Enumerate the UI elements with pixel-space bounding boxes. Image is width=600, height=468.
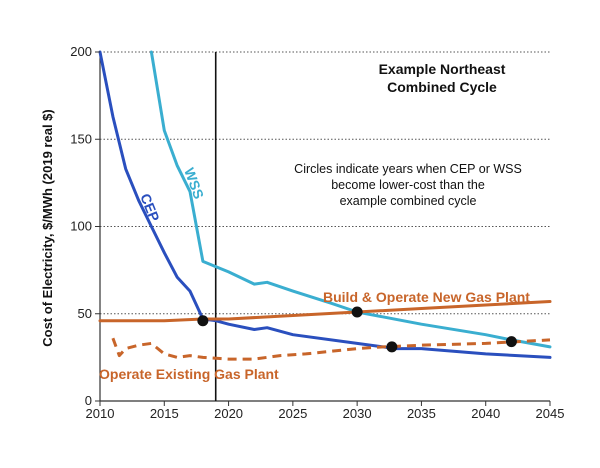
crossover-points (197, 306, 517, 353)
annotation-line-3: example combined cycle (340, 194, 477, 208)
annotation-line-2: become lower-cost than the (331, 178, 485, 192)
series-label-existing-gas: Operate Existing Gas Plant (99, 366, 279, 382)
x-tick-label-2020: 2020 (214, 406, 243, 421)
y-tick-label-100: 100 (70, 219, 92, 234)
crossover-point-0 (197, 315, 209, 327)
x-tick-label-2045: 2045 (536, 406, 565, 421)
y-tick-label-50: 50 (78, 306, 92, 321)
x-tick-label-2030: 2030 (343, 406, 372, 421)
chart-title-line-1: Example Northeast (379, 61, 506, 77)
crossover-point-3 (505, 336, 517, 348)
series-line-operate-existing-gas-plant (111, 337, 551, 361)
crossover-point-1 (351, 306, 363, 318)
crossover-point-2 (386, 341, 398, 353)
x-tick-label-2025: 2025 (278, 406, 307, 421)
y-tick-label-200: 200 (70, 44, 92, 59)
x-tick-label-2040: 2040 (471, 406, 500, 421)
series-line-cep (98, 50, 552, 359)
series-line-build-operate-new-gas-plant (98, 300, 552, 323)
series-line-wss (149, 50, 552, 349)
annotation-line-1: Circles indicate years when CEP or WSS (294, 162, 522, 176)
x-tick-label-2035: 2035 (407, 406, 436, 421)
x-tick-label-2010: 2010 (86, 406, 115, 421)
chart-title-line-2: Combined Cycle (387, 79, 497, 95)
y-tick-label-0: 0 (85, 393, 92, 408)
series-label-new-gas: Build & Operate New Gas Plant (323, 289, 530, 305)
tick-labels: 2010 2015 2020 2025 2030 2035 2040 2045 0 50 100 15… (70, 44, 564, 421)
y-tick-label-150: 150 (70, 131, 92, 146)
x-tick-label-2015: 2015 (150, 406, 179, 421)
y-axis-label: Cost of Electricity, $/MWh (2019 real $) (40, 109, 55, 346)
series-lines (98, 50, 552, 361)
